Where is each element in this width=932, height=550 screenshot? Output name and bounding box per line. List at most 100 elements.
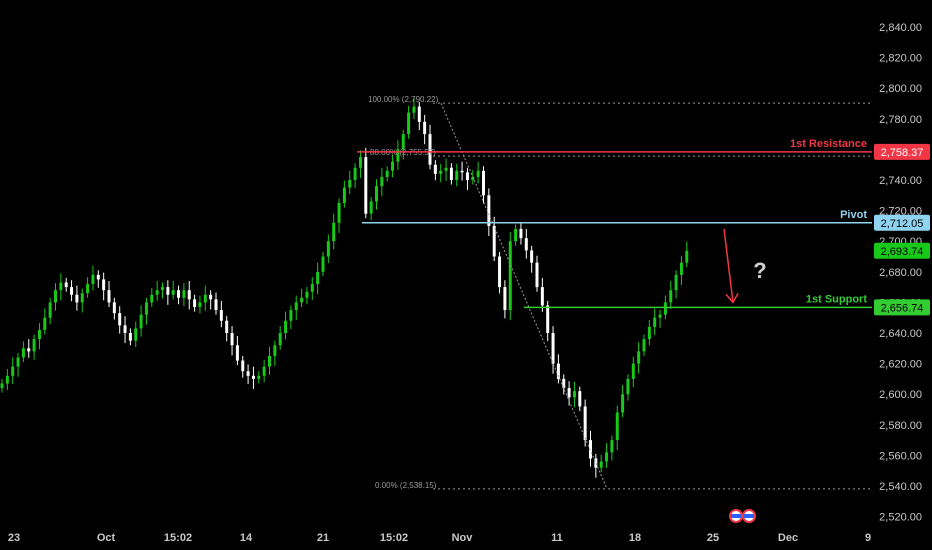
candle xyxy=(605,443,609,468)
candle-body xyxy=(27,348,31,352)
candle xyxy=(64,277,68,292)
candle xyxy=(118,306,122,334)
candle-body xyxy=(219,310,223,321)
candle-body xyxy=(583,406,587,441)
candle-body xyxy=(102,279,106,291)
candle-body xyxy=(187,290,191,300)
y-tick-label: 2,600.00 xyxy=(879,389,922,401)
candle-body xyxy=(268,355,271,367)
candle xyxy=(332,213,336,250)
candle xyxy=(679,255,683,285)
candle-body xyxy=(369,201,373,214)
candle xyxy=(637,342,641,374)
candle-body xyxy=(631,363,635,379)
candle-body xyxy=(348,180,352,188)
candle-body xyxy=(364,157,368,214)
y-tick-label: 2,540.00 xyxy=(879,481,922,493)
candle xyxy=(685,241,689,268)
event-icons[interactable] xyxy=(729,509,756,523)
candle-body xyxy=(16,357,20,367)
candle xyxy=(508,232,512,321)
price-tag-bg xyxy=(874,143,930,160)
candle-body xyxy=(578,391,582,407)
candle-body xyxy=(139,314,143,329)
candle-body xyxy=(685,250,689,263)
fibonacci-retracement: 100.00% (2,790.22) 88.00% (2,755.57) 0.00%… xyxy=(368,95,872,490)
candle-body xyxy=(155,290,159,295)
price-tag-label: 2,712.05 xyxy=(881,218,924,230)
y-tick-label: 2,640.00 xyxy=(879,328,922,340)
price-tag-bg xyxy=(874,214,930,231)
candle-body xyxy=(214,299,218,311)
candle xyxy=(128,328,132,346)
candle-body xyxy=(182,290,186,298)
candle-body xyxy=(251,375,255,379)
candle-body xyxy=(32,339,36,352)
candle-body xyxy=(310,284,314,292)
candle xyxy=(631,356,635,388)
candlestick-series xyxy=(0,97,689,478)
candle-body xyxy=(257,375,261,379)
candle-body xyxy=(546,305,550,333)
candle-body xyxy=(64,282,68,288)
candle-body xyxy=(112,302,116,314)
candle xyxy=(583,399,587,447)
candle xyxy=(102,272,106,301)
candle xyxy=(615,405,619,451)
candle-body xyxy=(161,287,164,291)
candle-body xyxy=(540,287,544,306)
last-price-tag: 2,693.74 xyxy=(874,242,930,259)
candle xyxy=(551,326,555,374)
candle-body xyxy=(551,333,555,364)
candle-body xyxy=(144,302,148,315)
candle xyxy=(380,167,384,197)
candle-body xyxy=(455,170,459,180)
candle-body xyxy=(198,302,202,307)
candle-body xyxy=(337,202,341,223)
candle-body xyxy=(444,167,448,171)
candle xyxy=(417,101,421,131)
candle xyxy=(375,179,378,210)
candle-body xyxy=(230,333,234,346)
x-axis[interactable]: 23 Oct 15:02 14 21 15:02 Nov 11 18 25 Dec 9 xyxy=(8,532,871,544)
candle-body xyxy=(289,310,293,321)
candle-body xyxy=(5,375,9,384)
candle xyxy=(198,295,202,314)
candle xyxy=(658,310,662,328)
candle xyxy=(37,323,41,350)
candle-body xyxy=(278,333,282,346)
candle-body xyxy=(524,238,528,251)
candle xyxy=(428,124,432,170)
candle-body xyxy=(0,383,4,389)
candle xyxy=(503,280,507,319)
x-tick-label: Dec xyxy=(778,532,798,544)
candle-body xyxy=(519,228,523,239)
y-axis[interactable]: 2,840.002,820.002,800.002,780.002,760.00… xyxy=(879,22,922,524)
candle xyxy=(476,161,480,184)
candle-body xyxy=(391,161,395,171)
candle-body xyxy=(626,378,630,395)
candle-body xyxy=(439,170,443,174)
candle xyxy=(498,251,502,294)
candle xyxy=(321,251,325,277)
candle-body xyxy=(508,241,512,311)
candle xyxy=(107,280,111,307)
candle xyxy=(257,371,261,384)
candle-body xyxy=(385,170,389,177)
candle xyxy=(433,160,437,181)
candle xyxy=(21,341,25,363)
candle xyxy=(385,166,389,182)
candle xyxy=(278,326,282,350)
candle-body xyxy=(70,287,74,295)
candle xyxy=(610,435,614,461)
candle-body xyxy=(284,320,288,333)
question-mark-annotation: ? xyxy=(753,258,766,283)
candle xyxy=(43,308,47,335)
candle xyxy=(524,228,528,259)
candle xyxy=(305,287,309,305)
candle xyxy=(187,280,191,310)
price-tag-label: 2,693.74 xyxy=(881,246,924,258)
candle-body xyxy=(476,170,480,177)
candle xyxy=(182,283,186,307)
